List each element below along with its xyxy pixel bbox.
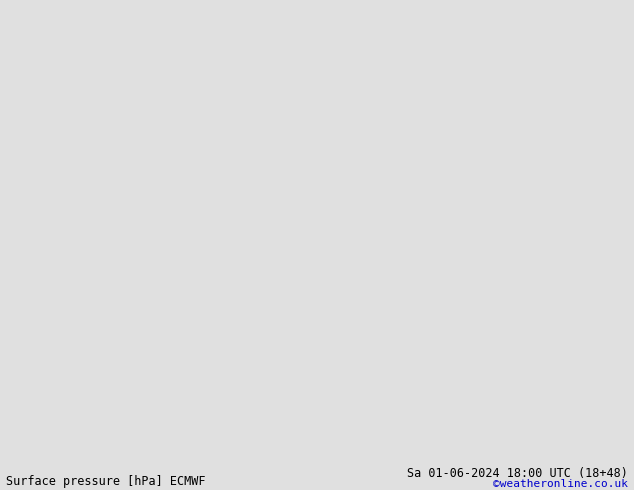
Text: Surface pressure [hPa] ECMWF: Surface pressure [hPa] ECMWF <box>6 474 206 488</box>
Text: Sa 01-06-2024 18:00 UTC (18+48): Sa 01-06-2024 18:00 UTC (18+48) <box>407 467 628 480</box>
Text: ©weatheronline.co.uk: ©weatheronline.co.uk <box>493 479 628 489</box>
